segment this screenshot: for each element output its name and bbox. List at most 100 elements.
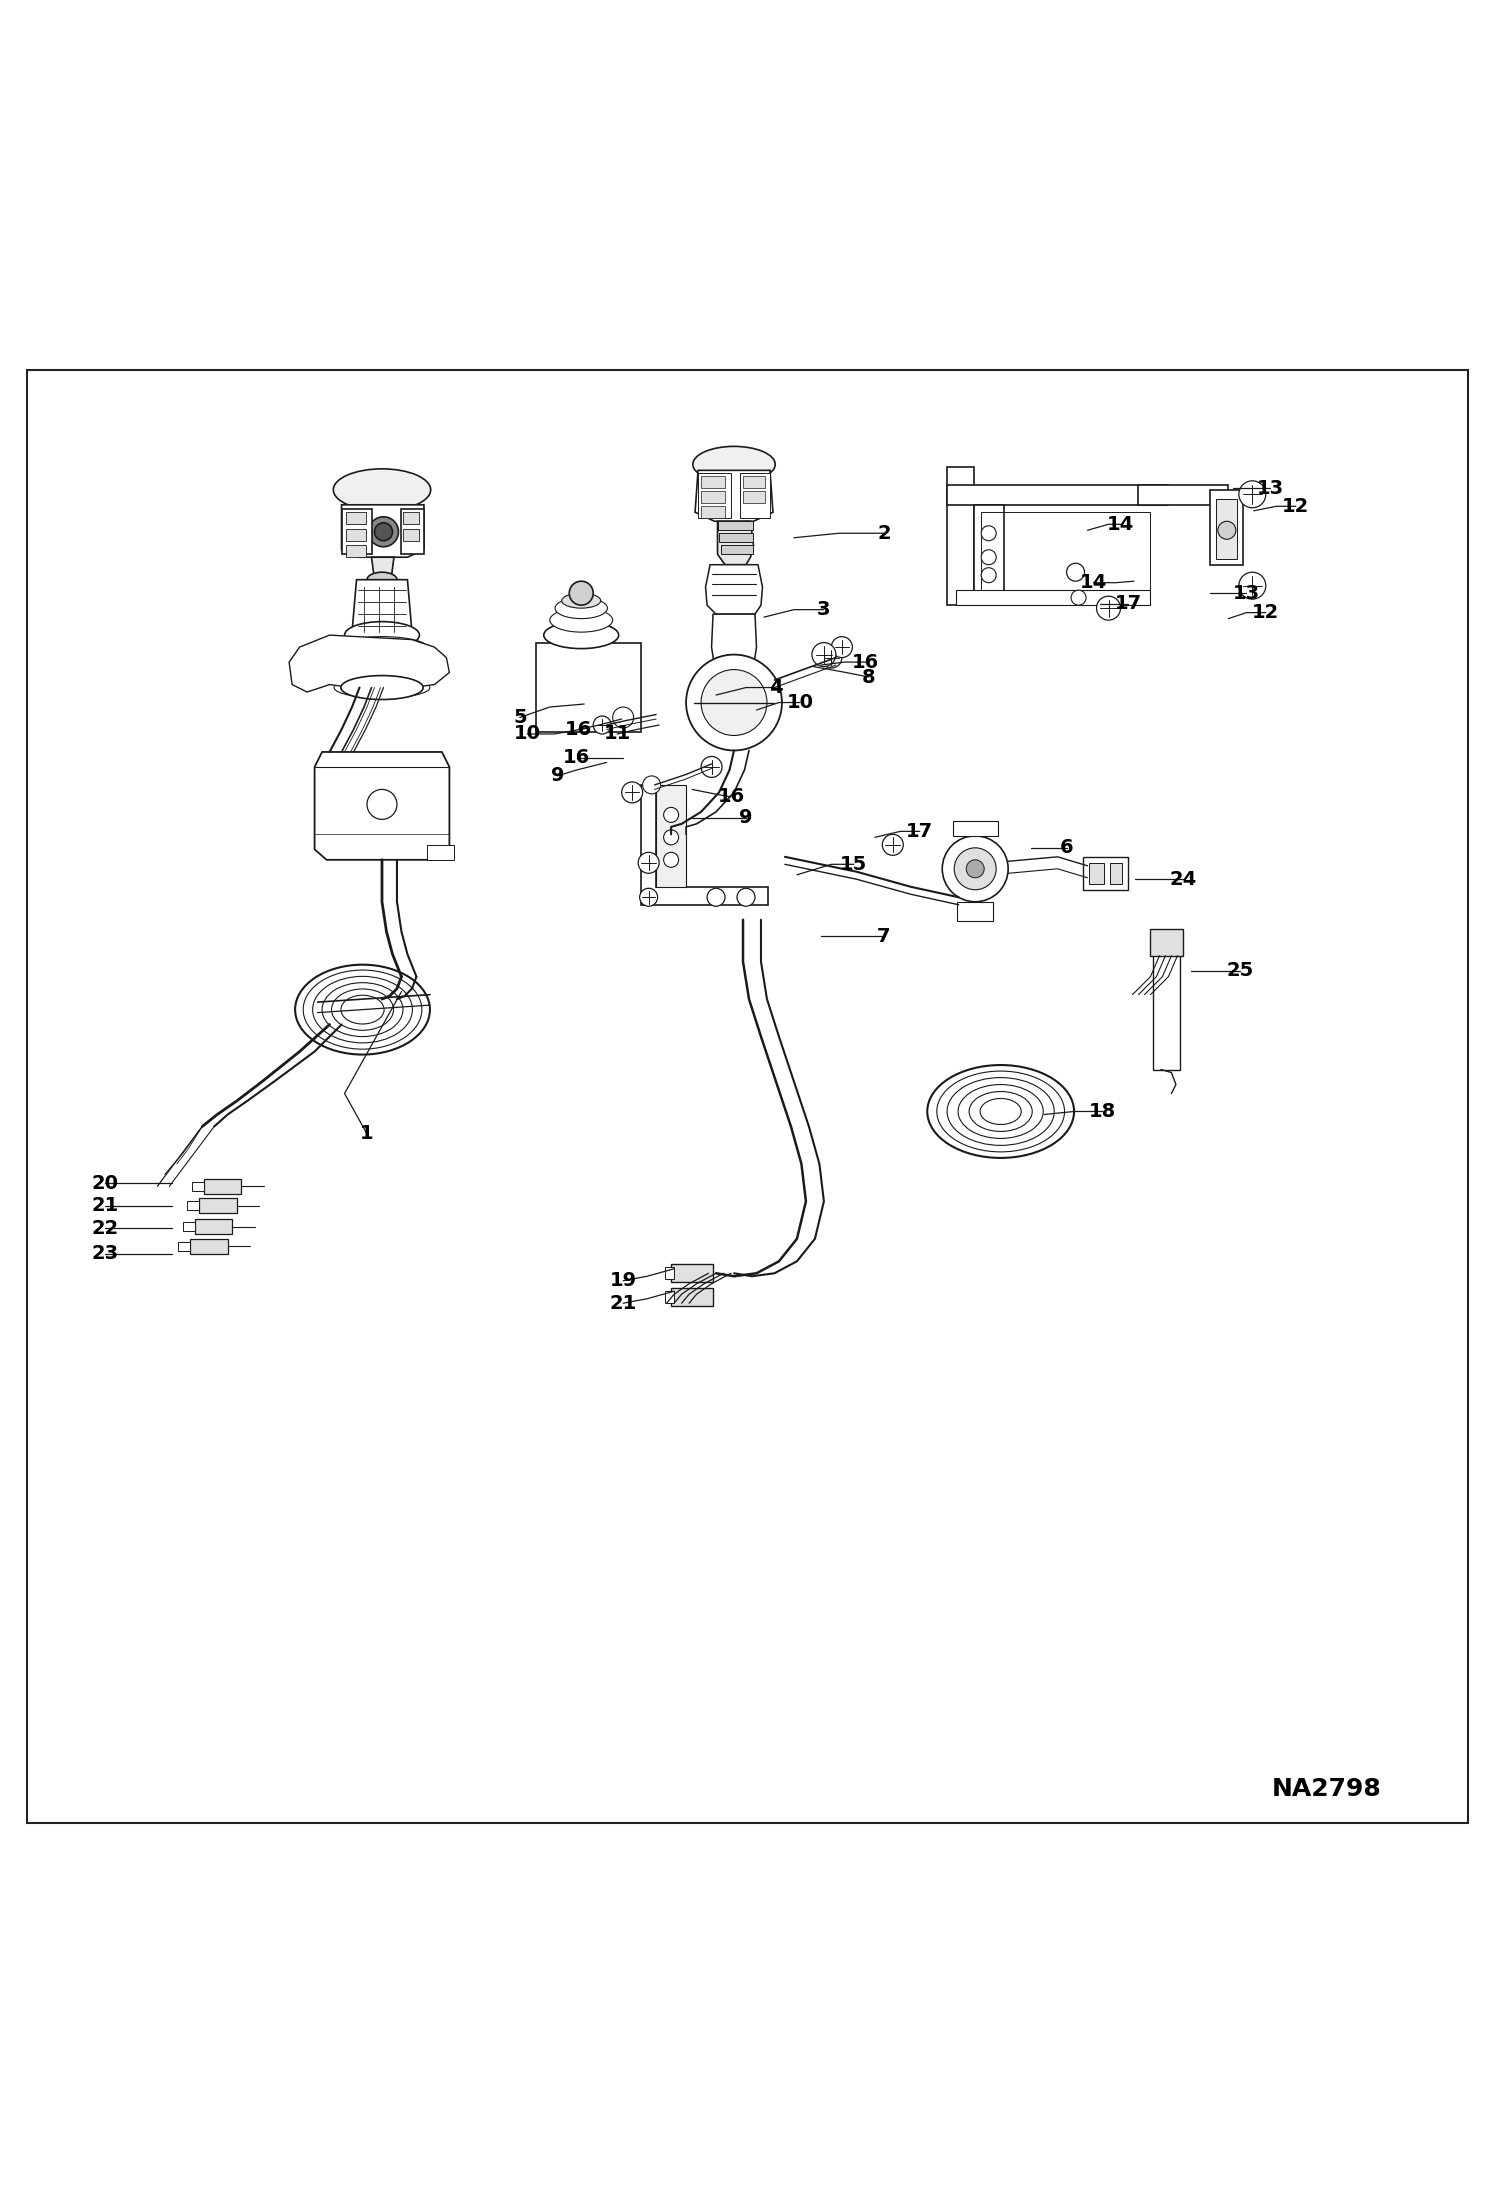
Polygon shape xyxy=(352,579,412,632)
Bar xyxy=(1210,489,1243,566)
Bar xyxy=(1083,857,1128,890)
Text: 5: 5 xyxy=(512,708,527,728)
Bar xyxy=(740,474,770,518)
Text: 13: 13 xyxy=(1233,583,1260,603)
Circle shape xyxy=(374,522,392,542)
Ellipse shape xyxy=(367,572,397,588)
Circle shape xyxy=(1239,572,1266,599)
Text: 18: 18 xyxy=(1089,1101,1116,1121)
Bar xyxy=(701,507,725,518)
Text: 21: 21 xyxy=(91,1197,118,1215)
Ellipse shape xyxy=(333,469,431,511)
Ellipse shape xyxy=(927,1066,1074,1158)
Polygon shape xyxy=(315,752,449,860)
Polygon shape xyxy=(718,522,753,566)
Text: 17: 17 xyxy=(906,822,933,840)
Circle shape xyxy=(1239,480,1266,509)
Text: 16: 16 xyxy=(852,654,879,671)
Bar xyxy=(427,844,454,860)
Circle shape xyxy=(1067,564,1085,581)
Bar xyxy=(401,509,424,555)
Bar xyxy=(671,1265,713,1283)
Text: 24: 24 xyxy=(1170,871,1197,888)
Ellipse shape xyxy=(342,675,422,700)
Bar xyxy=(665,1268,674,1279)
Polygon shape xyxy=(695,469,773,522)
Ellipse shape xyxy=(692,447,776,482)
Text: 21: 21 xyxy=(610,1294,637,1314)
Ellipse shape xyxy=(345,621,419,649)
Text: 9: 9 xyxy=(550,765,565,785)
Bar xyxy=(190,1239,228,1254)
Polygon shape xyxy=(974,504,1004,605)
Bar xyxy=(721,546,753,555)
Circle shape xyxy=(707,888,725,906)
Polygon shape xyxy=(947,485,1168,504)
Text: 13: 13 xyxy=(1257,478,1284,498)
Text: 25: 25 xyxy=(1227,961,1254,980)
Text: 8: 8 xyxy=(861,667,876,686)
Circle shape xyxy=(737,888,755,906)
Circle shape xyxy=(664,807,679,822)
Text: 14: 14 xyxy=(1107,515,1134,533)
Bar xyxy=(1216,498,1237,559)
Bar xyxy=(671,1287,713,1307)
Circle shape xyxy=(831,636,852,658)
Bar xyxy=(1150,928,1183,956)
Bar xyxy=(403,513,419,524)
Circle shape xyxy=(1097,596,1121,621)
Circle shape xyxy=(981,550,996,566)
Bar xyxy=(719,533,753,542)
Ellipse shape xyxy=(295,965,430,1055)
Text: 16: 16 xyxy=(718,787,745,807)
Text: 12: 12 xyxy=(1282,498,1309,515)
Text: 19: 19 xyxy=(610,1272,637,1289)
Bar xyxy=(698,474,731,518)
Circle shape xyxy=(1218,522,1236,539)
Polygon shape xyxy=(957,901,993,921)
Circle shape xyxy=(369,518,398,546)
Text: NA2798: NA2798 xyxy=(1272,1776,1381,1800)
Circle shape xyxy=(821,647,842,669)
Circle shape xyxy=(954,849,996,890)
Text: 3: 3 xyxy=(816,601,831,618)
Bar xyxy=(1110,862,1122,884)
Text: 1: 1 xyxy=(360,1125,374,1143)
Circle shape xyxy=(981,568,996,583)
Circle shape xyxy=(701,757,722,779)
Text: 16: 16 xyxy=(565,719,592,739)
Bar xyxy=(743,476,765,489)
Circle shape xyxy=(622,783,643,803)
Bar xyxy=(403,529,419,542)
Bar xyxy=(346,529,366,542)
Circle shape xyxy=(638,853,659,873)
Bar xyxy=(187,1202,199,1211)
Polygon shape xyxy=(656,785,686,886)
Bar xyxy=(701,491,725,502)
Bar xyxy=(342,509,372,555)
Bar xyxy=(178,1241,190,1250)
Polygon shape xyxy=(947,467,974,605)
Text: 7: 7 xyxy=(876,928,891,945)
Polygon shape xyxy=(712,614,756,678)
Ellipse shape xyxy=(562,592,601,607)
Text: 22: 22 xyxy=(91,1219,118,1237)
Text: 20: 20 xyxy=(91,1173,118,1193)
Text: 14: 14 xyxy=(1080,572,1107,592)
Text: 12: 12 xyxy=(1252,603,1279,623)
Bar xyxy=(701,476,725,489)
Polygon shape xyxy=(372,557,394,579)
Text: 15: 15 xyxy=(840,855,867,873)
Circle shape xyxy=(701,669,767,735)
Bar xyxy=(536,643,641,732)
Bar xyxy=(1153,950,1180,1070)
Circle shape xyxy=(593,715,611,735)
Bar xyxy=(204,1180,241,1193)
Polygon shape xyxy=(953,820,998,836)
Text: 16: 16 xyxy=(563,748,590,768)
Circle shape xyxy=(686,654,782,750)
Polygon shape xyxy=(706,566,762,614)
Text: 10: 10 xyxy=(786,693,813,713)
Circle shape xyxy=(966,860,984,877)
Bar xyxy=(1089,862,1104,884)
